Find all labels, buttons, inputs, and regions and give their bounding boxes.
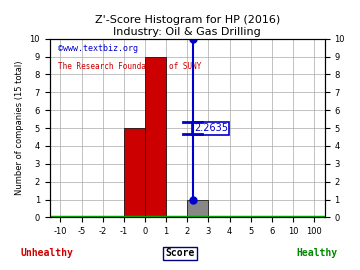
Text: Score: Score [165,248,195,258]
Text: The Research Foundation of SUNY: The Research Foundation of SUNY [58,62,201,71]
Text: 2.2635: 2.2635 [194,123,228,133]
Bar [145,57,166,217]
Bar [187,200,208,217]
Text: ©www.textbiz.org: ©www.textbiz.org [58,44,138,53]
Text: Healthy: Healthy [296,248,337,258]
Text: Unhealthy: Unhealthy [21,248,73,258]
Bar [124,128,145,217]
Y-axis label: Number of companies (15 total): Number of companies (15 total) [15,61,24,195]
Title: Z'-Score Histogram for HP (2016)
Industry: Oil & Gas Drilling: Z'-Score Histogram for HP (2016) Industr… [95,15,280,37]
